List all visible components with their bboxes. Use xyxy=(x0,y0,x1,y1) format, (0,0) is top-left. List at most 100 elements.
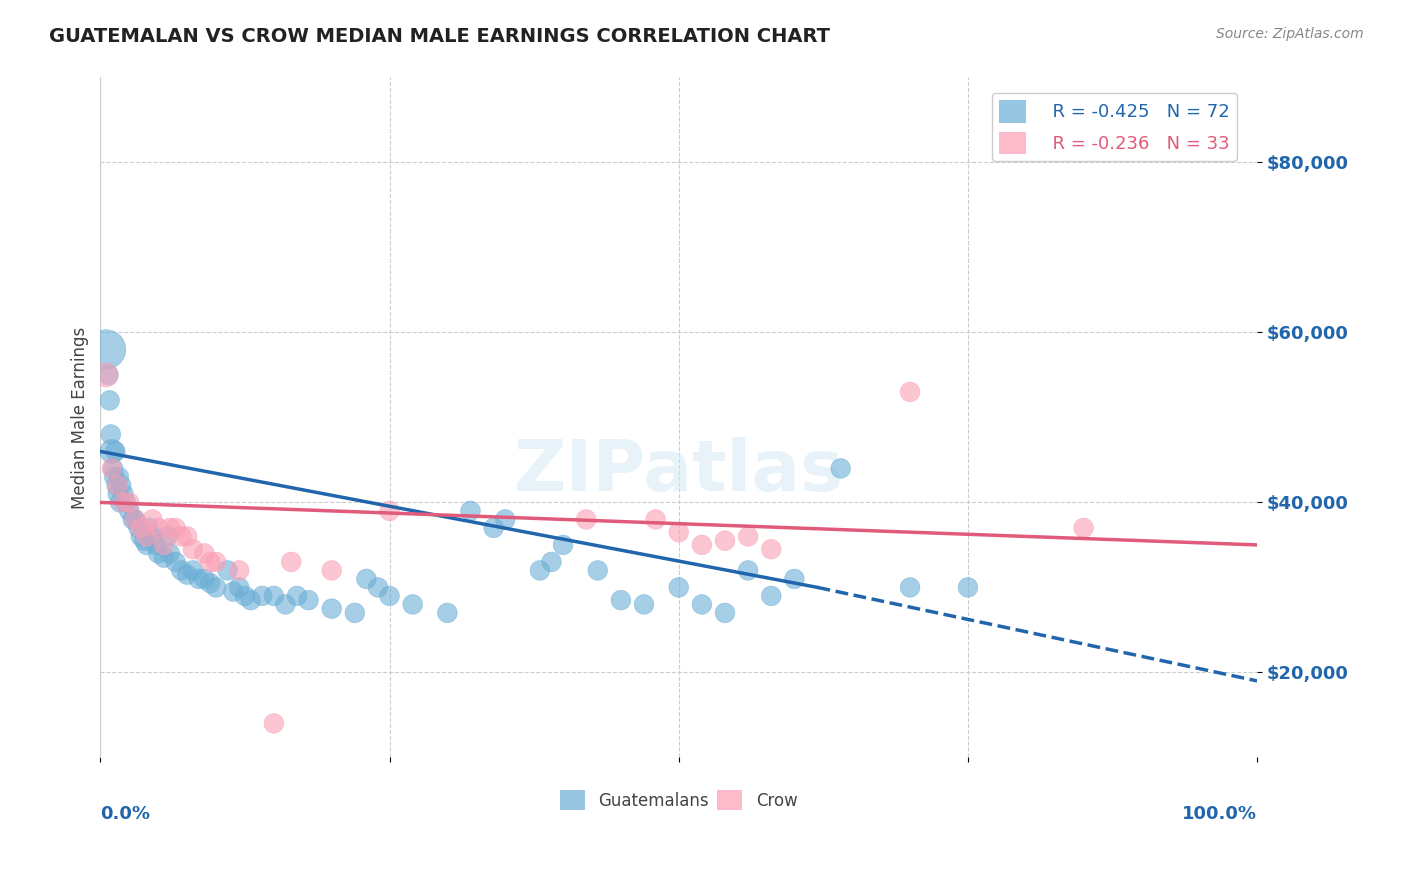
Point xyxy=(107,478,129,492)
Point xyxy=(460,504,482,518)
Text: GUATEMALAN VS CROW MEDIAN MALE EARNINGS CORRELATION CHART: GUATEMALAN VS CROW MEDIAN MALE EARNINGS … xyxy=(49,27,830,45)
Point xyxy=(633,598,655,612)
Point xyxy=(233,589,256,603)
Point xyxy=(239,593,262,607)
Point xyxy=(540,555,562,569)
Text: ZIPatlas: ZIPatlas xyxy=(513,437,844,507)
Point xyxy=(134,533,156,548)
Point xyxy=(737,563,759,577)
Y-axis label: Median Male Earnings: Median Male Earnings xyxy=(72,326,89,508)
Point xyxy=(575,512,598,526)
Point xyxy=(761,542,783,557)
Point xyxy=(737,529,759,543)
Point xyxy=(200,576,222,591)
Point xyxy=(103,470,125,484)
Point xyxy=(193,546,215,560)
Point xyxy=(97,368,120,382)
Point xyxy=(297,593,319,607)
Point xyxy=(356,572,378,586)
Point xyxy=(205,581,228,595)
Point xyxy=(956,581,979,595)
Point xyxy=(129,529,152,543)
Point xyxy=(165,521,187,535)
Point xyxy=(107,487,129,501)
Legend: Guatemalans, Crow: Guatemalans, Crow xyxy=(554,783,804,817)
Text: Source: ZipAtlas.com: Source: ZipAtlas.com xyxy=(1216,27,1364,41)
Point xyxy=(114,495,136,509)
Point xyxy=(112,487,135,501)
Point xyxy=(280,555,302,569)
Point xyxy=(494,512,516,526)
Point xyxy=(228,563,250,577)
Point xyxy=(610,593,633,607)
Point xyxy=(343,606,366,620)
Point xyxy=(108,470,131,484)
Point xyxy=(153,538,176,552)
Point xyxy=(222,584,245,599)
Point xyxy=(321,601,343,615)
Point xyxy=(135,529,157,543)
Point xyxy=(104,444,127,458)
Point xyxy=(100,427,122,442)
Point xyxy=(176,567,198,582)
Point xyxy=(138,521,160,535)
Point xyxy=(263,716,285,731)
Point xyxy=(141,512,163,526)
Point xyxy=(101,461,124,475)
Text: 100.0%: 100.0% xyxy=(1182,805,1257,823)
Point xyxy=(124,512,146,526)
Point xyxy=(108,495,131,509)
Point xyxy=(148,521,170,535)
Point xyxy=(181,542,204,557)
Point xyxy=(145,538,167,552)
Point xyxy=(181,563,204,577)
Point xyxy=(367,581,389,595)
Point xyxy=(1073,521,1095,535)
Point xyxy=(124,512,146,526)
Point xyxy=(110,478,132,492)
Point xyxy=(668,581,690,595)
Point xyxy=(105,478,128,492)
Point xyxy=(714,606,737,620)
Point xyxy=(228,581,250,595)
Point xyxy=(274,598,297,612)
Point xyxy=(118,504,141,518)
Point xyxy=(285,589,308,603)
Point xyxy=(170,563,193,577)
Text: 0.0%: 0.0% xyxy=(100,805,150,823)
Point xyxy=(668,525,690,540)
Point xyxy=(690,598,713,612)
Point xyxy=(94,343,117,357)
Point xyxy=(159,521,181,535)
Point xyxy=(378,504,401,518)
Point xyxy=(436,606,458,620)
Point xyxy=(101,461,124,475)
Point xyxy=(263,589,285,603)
Point xyxy=(252,589,274,603)
Point xyxy=(898,581,921,595)
Point xyxy=(761,589,783,603)
Point xyxy=(783,572,806,586)
Point xyxy=(148,546,170,560)
Point xyxy=(118,495,141,509)
Point xyxy=(112,495,135,509)
Point xyxy=(121,512,143,526)
Point xyxy=(135,538,157,552)
Point xyxy=(217,563,239,577)
Point xyxy=(170,529,193,543)
Point xyxy=(714,533,737,548)
Point xyxy=(101,444,124,458)
Point xyxy=(193,572,215,586)
Point xyxy=(98,393,121,408)
Point xyxy=(402,598,425,612)
Point xyxy=(129,521,152,535)
Point xyxy=(551,538,574,552)
Point xyxy=(156,529,179,543)
Point xyxy=(200,555,222,569)
Point xyxy=(141,529,163,543)
Point xyxy=(378,589,401,603)
Point xyxy=(176,529,198,543)
Point xyxy=(830,461,852,475)
Point xyxy=(165,555,187,569)
Point xyxy=(94,368,117,382)
